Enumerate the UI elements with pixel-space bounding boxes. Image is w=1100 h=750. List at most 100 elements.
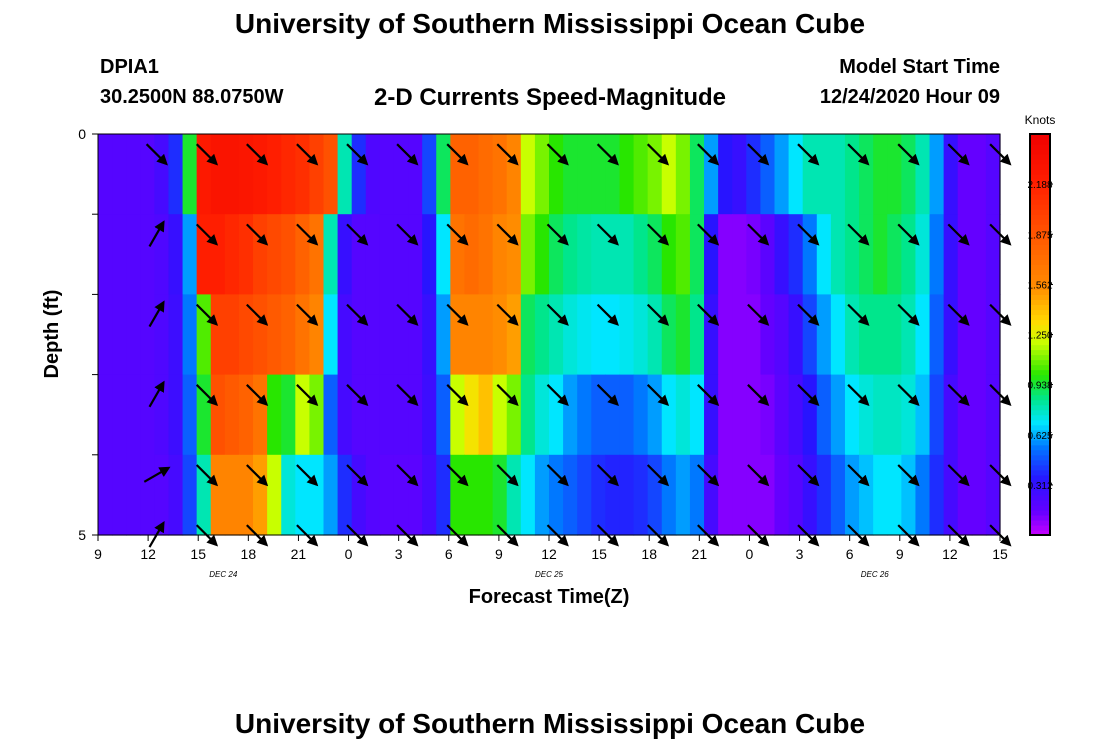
heatmap-cell: [351, 294, 367, 376]
heatmap-cell: [98, 214, 113, 295]
heatmap-cell: [281, 374, 296, 456]
heatmap-cell: [422, 374, 437, 456]
colorbar-swatch: [1030, 164, 1050, 170]
heatmap-cell: [365, 214, 381, 295]
current-arrow: [446, 384, 469, 407]
heatmap-cell: [577, 374, 592, 456]
heatmap-cell: [140, 374, 155, 456]
colorbar-swatch: [1030, 364, 1050, 371]
colorbar-swatch: [1030, 514, 1050, 521]
current-arrow: [246, 143, 269, 166]
heatmap-cell: [577, 134, 592, 215]
heatmap-cell: [929, 134, 945, 215]
current-arrow: [797, 464, 820, 487]
current-arrow: [496, 143, 519, 166]
current-arrow: [346, 303, 369, 326]
colorbar-swatch: [1030, 264, 1050, 270]
current-arrow: [346, 223, 369, 246]
heatmap-cell: [675, 374, 691, 456]
colorbar-swatch: [1030, 254, 1050, 260]
heatmap-cell: [408, 454, 423, 536]
heatmap-cell: [351, 134, 367, 215]
heatmap-cell: [323, 294, 339, 376]
heatmap-cell: [323, 214, 339, 295]
heatmap-cell: [549, 214, 564, 295]
heatmap-cell: [520, 134, 536, 215]
heatmap-cell: [478, 374, 494, 456]
colorbar-swatch: [1030, 354, 1050, 361]
heatmap-cell: [112, 134, 127, 215]
heatmap-cell: [98, 134, 113, 215]
current-arrow: [747, 384, 770, 407]
current-arrow: [496, 384, 519, 407]
heatmap-cell: [873, 134, 888, 215]
heatmap-cell: [760, 454, 776, 536]
heatmap-cell: [901, 454, 917, 536]
current-arrow: [396, 223, 419, 246]
heatmap-cell: [323, 134, 339, 215]
heatmap-cell: [591, 374, 606, 456]
colorbar-swatch: [1030, 499, 1050, 506]
heatmap-cell: [408, 214, 423, 295]
heatmap-cell: [577, 454, 592, 536]
current-arrow: [396, 464, 419, 487]
current-arrow: [195, 143, 219, 166]
colorbar-swatch: [1030, 479, 1050, 486]
station-coordinates: 30.2500N 88.0750W: [100, 86, 284, 108]
heatmap-cell: [393, 454, 409, 536]
x-tick-label: 12: [140, 546, 156, 562]
heatmap-cell: [154, 454, 170, 536]
heatmap-cell: [464, 214, 480, 295]
heatmap-cell: [887, 374, 902, 456]
colorbar-swatch: [1030, 459, 1050, 466]
heatmap-cell: [253, 214, 268, 295]
colorbar-swatch: [1030, 509, 1050, 516]
heatmap-cell: [154, 214, 170, 295]
heatmap-cell: [661, 134, 677, 215]
heatmap-cell: [436, 454, 451, 536]
station-id: DPIA1: [100, 56, 159, 78]
heatmap-cell: [943, 454, 959, 536]
colorbar-swatch: [1030, 204, 1050, 210]
heatmap-cell: [873, 374, 888, 456]
heatmap-cell: [309, 454, 325, 536]
heatmap-cell: [168, 214, 184, 295]
y-axis-label: Depth (ft): [41, 290, 63, 379]
heatmap-cell: [506, 134, 522, 215]
colorbar-swatch: [1030, 304, 1050, 311]
heatmap-cell: [478, 134, 494, 215]
heatmap-cell: [760, 374, 776, 456]
current-arrow: [195, 464, 219, 487]
heatmap-cell: [238, 454, 254, 536]
heatmap-cell: [788, 294, 804, 376]
heatmap-cell: [450, 134, 466, 215]
x-tick-label: 6: [445, 546, 453, 562]
colorbar-swatch: [1030, 169, 1050, 175]
heatmap-cell: [591, 294, 606, 376]
heatmap-cell: [915, 214, 931, 295]
heatmap-cell: [210, 134, 226, 215]
heatmap-cell: [873, 454, 888, 536]
heatmap-cell: [281, 294, 296, 376]
heatmap-cell: [689, 454, 705, 536]
heatmap-cell: [901, 374, 917, 456]
current-arrow: [296, 303, 319, 326]
heatmap-cell: [605, 214, 621, 295]
heatmap-cell: [887, 294, 902, 376]
heatmap-cell: [210, 454, 226, 536]
heatmap-cell: [985, 454, 1001, 536]
heatmap-cell: [830, 134, 846, 215]
colorbar-swatch: [1030, 334, 1050, 341]
heatmap-cell: [774, 374, 790, 456]
colorbar-swatch: [1030, 314, 1050, 321]
heatmap-cell: [563, 454, 578, 536]
colorbar-swatch: [1030, 214, 1050, 220]
current-arrow: [446, 143, 469, 166]
heatmap-cell: [224, 374, 240, 456]
current-arrow: [246, 303, 269, 326]
heatmap-cell: [168, 294, 184, 376]
colorbar-tick-label: 0.938: [1027, 381, 1052, 392]
colorbar-swatch: [1030, 439, 1050, 446]
x-tick-label: 3: [395, 546, 403, 562]
